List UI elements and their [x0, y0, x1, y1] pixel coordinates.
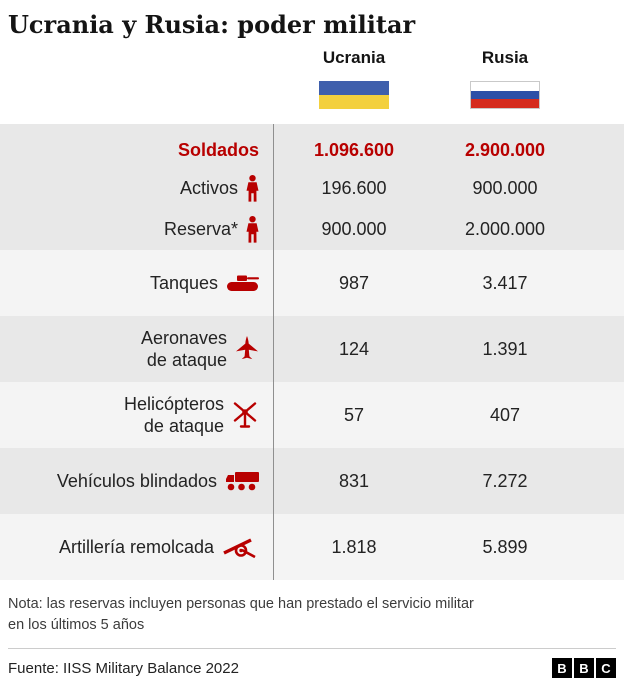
table-row-artilleria: Artillería remolcada 1.818 5.899 [0, 514, 624, 580]
ukraine-flag [319, 81, 389, 109]
source-text: Fuente: IISS Military Balance 2022 [8, 659, 239, 677]
value-russia: 2.000.000 [464, 218, 546, 239]
table-row-reserva: Reserva* 900.000 2.000.000 [0, 208, 624, 250]
helicopter-icon [232, 402, 259, 428]
table-row-helicopteros: Helicópteros de ataque 57 407 [0, 382, 624, 448]
soldier-icon [246, 215, 259, 243]
row-label: Vehículos blindados [56, 471, 217, 491]
value-ukraine: 900.000 [321, 218, 387, 239]
value-russia: 7.272 [482, 470, 528, 491]
bbc-logo-block: C [596, 658, 616, 678]
value-russia: 900.000 [472, 177, 538, 198]
military-comparison-table: Soldados 1.096.600 2.900.000 Activos 196… [0, 124, 624, 580]
value-russia: 1.391 [482, 338, 528, 359]
russia-flag [470, 81, 540, 109]
table-row-soldados: Soldados 1.096.600 2.900.000 [0, 132, 624, 168]
row-label: Aeronaves de ataque [140, 328, 227, 370]
row-label-cell: Tanques [0, 272, 273, 294]
tank-icon [226, 275, 259, 292]
soldier-icon [246, 174, 259, 202]
truck-icon [225, 471, 259, 491]
bbc-logo-block: B [552, 658, 572, 678]
value-russia: 3.417 [482, 272, 528, 293]
column-label-ukraine: Ucrania [322, 48, 386, 67]
row-label: Reserva* [163, 219, 238, 239]
bbc-logo: B B C [552, 658, 616, 678]
value-ukraine: 124 [338, 338, 370, 359]
value-ukraine: 987 [338, 272, 370, 293]
row-label-cell: Aeronaves de ataque [0, 327, 273, 371]
footer: Fuente: IISS Military Balance 2022 B B C [8, 648, 616, 678]
row-label-cell: Activos [0, 174, 273, 202]
row-label: Soldados [177, 140, 259, 160]
row-label: Artillería remolcada [58, 537, 214, 557]
row-label-cell: Vehículos blindados [0, 470, 273, 492]
page-title: Ucrania y Rusia: poder militar [8, 10, 416, 39]
column-ukraine: Ucrania [273, 48, 435, 109]
fighter-jet-icon [235, 336, 259, 362]
value-ukraine: 1.096.600 [313, 139, 395, 160]
row-label-cell: Reserva* [0, 215, 273, 243]
table-row-tanques: Tanques 987 3.417 [0, 250, 624, 316]
table-row-aeronaves: Aeronaves de ataque 124 1.391 [0, 316, 624, 382]
value-russia: 5.899 [482, 536, 528, 557]
bbc-logo-block: B [574, 658, 594, 678]
column-label-russia: Rusia [481, 48, 529, 67]
row-label-cell: Soldados [0, 139, 273, 161]
row-label-cell: Helicópteros de ataque [0, 393, 273, 437]
value-russia: 407 [489, 404, 521, 425]
row-label: Tanques [149, 273, 218, 293]
value-ukraine: 831 [338, 470, 370, 491]
row-label: Activos [179, 178, 238, 198]
row-label-cell: Artillería remolcada [0, 536, 273, 558]
artillery-icon [222, 537, 259, 558]
table-row-vehiculos: Vehículos blindados 831 7.272 [0, 448, 624, 514]
value-ukraine: 196.600 [321, 177, 387, 198]
row-label: Helicópteros de ataque [123, 394, 224, 436]
soldiers-group: Soldados 1.096.600 2.900.000 Activos 196… [0, 124, 624, 250]
value-ukraine: 57 [343, 404, 365, 425]
value-ukraine: 1.818 [331, 536, 377, 557]
value-russia: 2.900.000 [464, 139, 546, 160]
column-headers: Ucrania Rusia [273, 48, 624, 109]
table-row-activos: Activos 196.600 900.000 [0, 168, 624, 208]
column-russia: Rusia [435, 48, 575, 109]
footnote: Nota: las reservas incluyen personas que… [8, 596, 474, 633]
